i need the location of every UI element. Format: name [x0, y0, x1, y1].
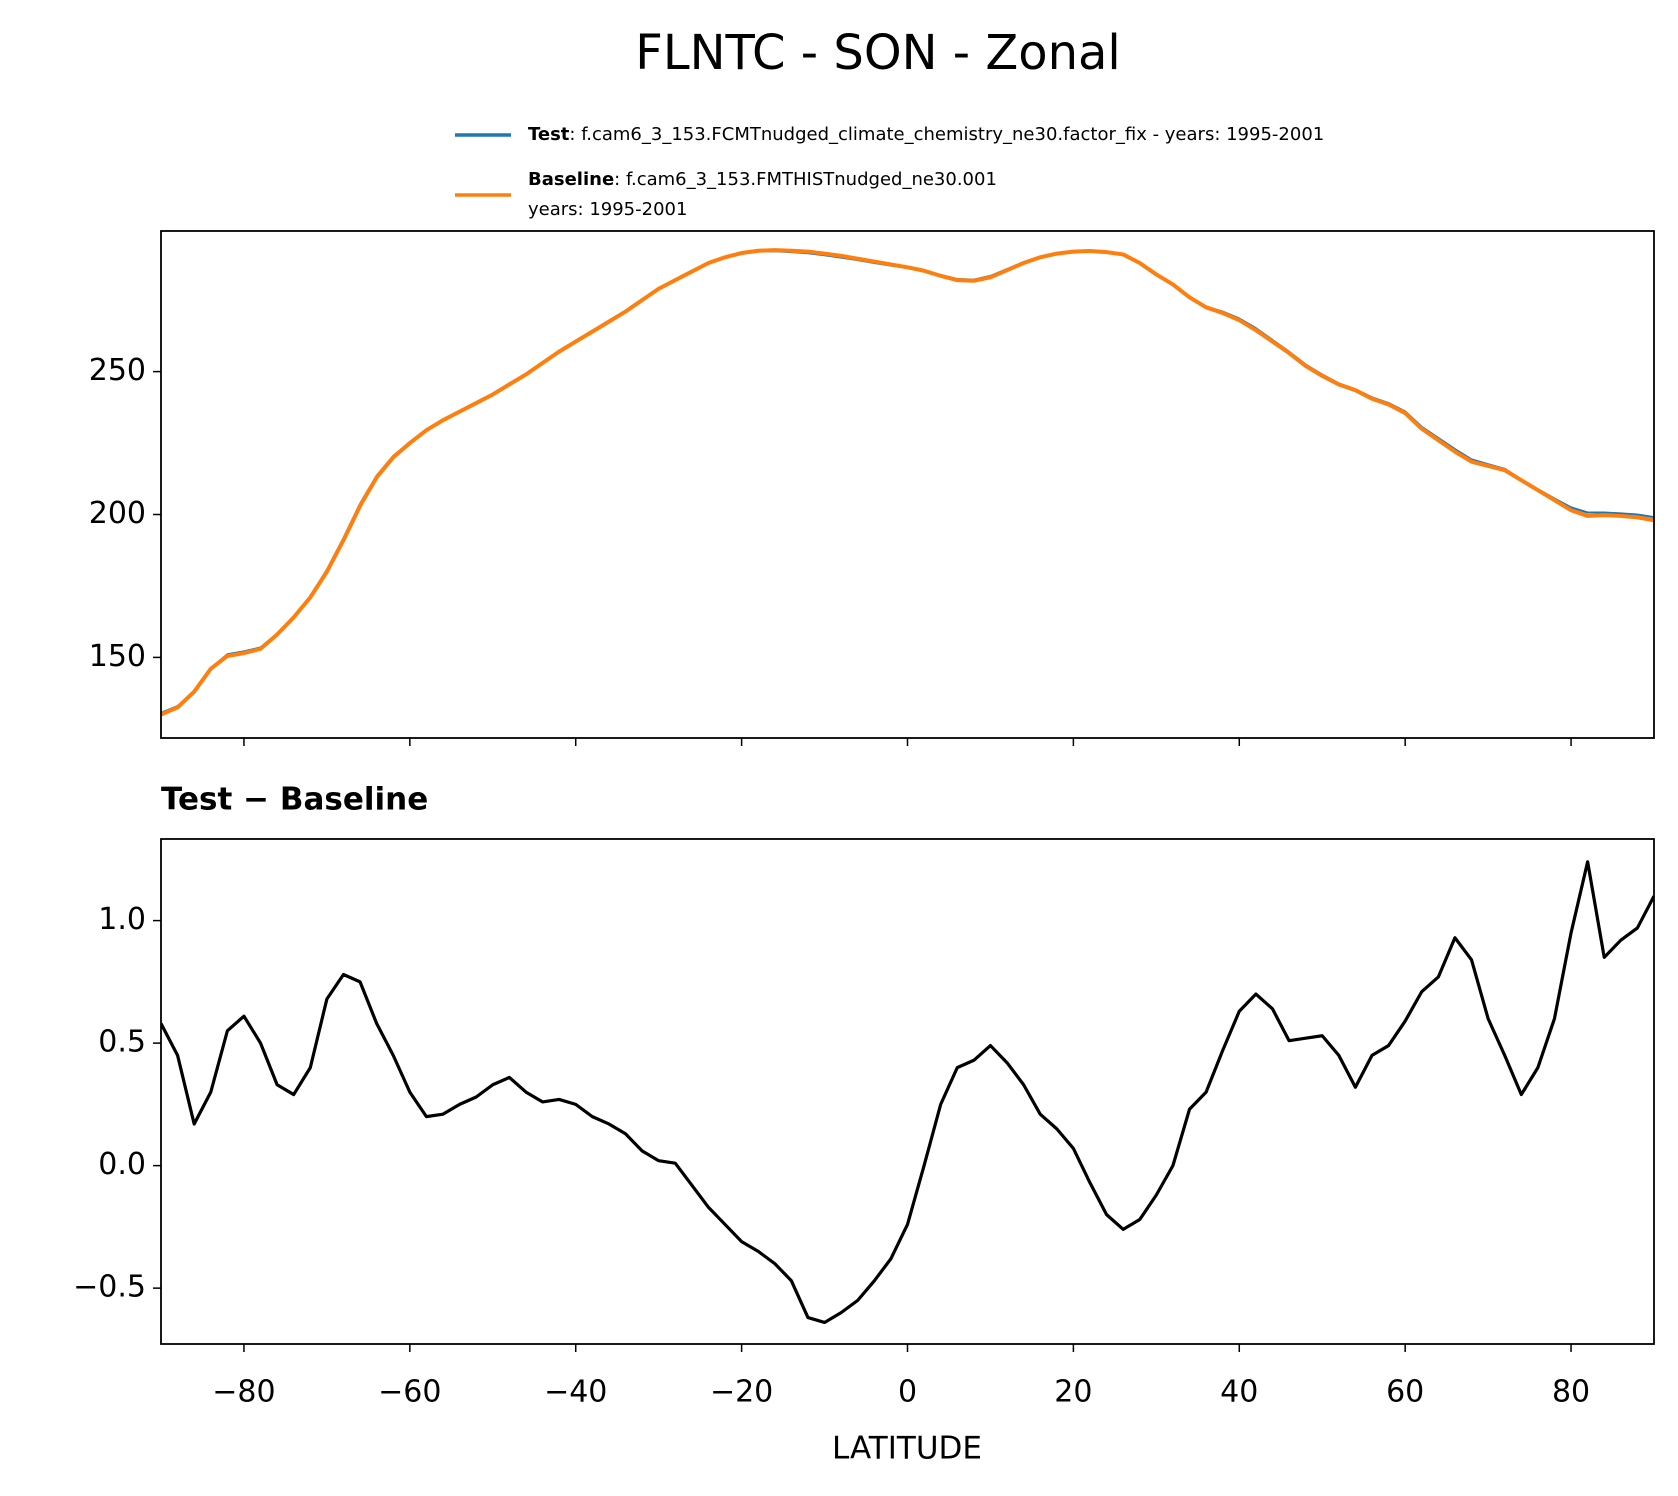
x-tick-label: −80 [212, 1375, 275, 1410]
x-tick-label: 0 [898, 1375, 917, 1410]
y-tick-label: −0.5 [73, 1270, 146, 1305]
x-tick-label: 80 [1552, 1375, 1590, 1410]
legend-text: years: 1995-2001 [528, 199, 687, 220]
y-tick-label: 0.0 [98, 1147, 146, 1182]
axes-frame [160, 838, 1655, 1345]
legend-name: Baseline [528, 169, 614, 190]
legend-label: Test: f.cam6_3_153.FCMTnudged_climate_ch… [528, 124, 1324, 145]
data-line [161, 250, 1654, 714]
panel-title: Test − Baseline [161, 782, 428, 818]
y-tick-label: 200 [89, 496, 146, 531]
plot-area [161, 860, 1654, 1325]
figure-title: FLNTC - SON - Zonal [635, 25, 1121, 81]
x-axis-label: LATITUDE [832, 1431, 982, 1467]
plot-area [161, 248, 1654, 717]
y-tick-label: 150 [89, 639, 146, 674]
axes-frame [160, 230, 1655, 739]
x-tick-label: −40 [544, 1375, 607, 1410]
legend-text: : f.cam6_3_153.FCMTnudged_climate_chemis… [569, 124, 1324, 145]
x-tick-label: 60 [1386, 1375, 1424, 1410]
y-tick-label: 1.0 [98, 902, 146, 937]
x-tick-label: 20 [1054, 1375, 1092, 1410]
legend-label: Baseline: f.cam6_3_153.FMTHISTnudged_ne3… [528, 169, 997, 190]
legend-name: Test [528, 124, 570, 145]
x-tick-label: −60 [378, 1375, 441, 1410]
x-tick-label: 40 [1220, 1375, 1258, 1410]
data-line [161, 860, 1654, 1325]
y-tick-label: 0.5 [98, 1025, 146, 1060]
y-tick-label: 250 [89, 353, 146, 388]
x-tick-label: −20 [710, 1375, 773, 1410]
legend-text: : f.cam6_3_153.FMTHISTnudged_ne30.001 [614, 169, 997, 190]
data-line [161, 248, 1654, 717]
